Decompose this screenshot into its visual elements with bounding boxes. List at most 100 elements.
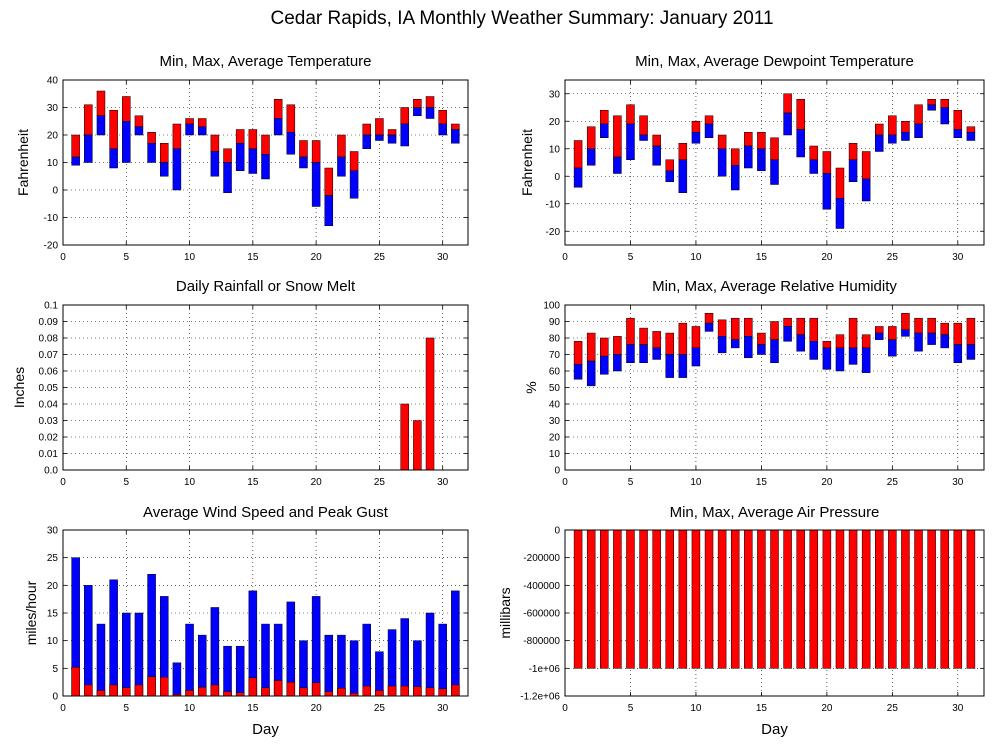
bar-max-segment: [875, 326, 884, 334]
bar-min-segment: [286, 132, 296, 155]
bar-max-segment: [796, 99, 805, 130]
y-tick-label: 0: [554, 526, 560, 537]
bar-avg-speed: [375, 690, 384, 697]
y-tick-label: 0.07: [39, 350, 59, 361]
bar-min-segment: [248, 148, 258, 174]
bar-max-segment: [809, 317, 819, 342]
y-tick-label: 30: [549, 416, 561, 427]
bar-min-segment: [235, 143, 245, 171]
bar-avg-speed: [438, 688, 447, 697]
bar-avg-speed: [71, 666, 80, 697]
rainfall-chart: Daily Rainfall or Snow Melt 0.0 0.01 0.02 0.…: [11, 278, 469, 488]
bar-max-segment: [888, 326, 897, 340]
bar-min-segment: [835, 347, 845, 372]
bar-max-segment: [783, 93, 792, 114]
x-tick-label: 15: [756, 703, 768, 714]
bar-min-segment: [901, 132, 910, 141]
y-tick-label: 0.06: [39, 367, 59, 378]
x-tick-label: 15: [756, 477, 768, 488]
bar-min-segment: [639, 134, 648, 141]
bar-min-segment: [600, 123, 609, 138]
bar-avg-speed: [286, 681, 296, 697]
x-tick-label: 30: [952, 477, 964, 488]
x-tick-label: 5: [628, 252, 634, 263]
bar-min-segment: [375, 134, 384, 141]
bar-min-segment: [573, 167, 583, 188]
chart-title: Min, Max, Average Dewpoint Temperature: [635, 53, 914, 70]
bar-pressure: [613, 529, 622, 669]
bar-max-segment: [901, 121, 910, 133]
bar-min-segment: [96, 115, 106, 136]
y-tick-label: 0.1: [44, 301, 58, 312]
x-axis-label: Day: [252, 721, 279, 738]
bar-avg-speed: [223, 691, 232, 697]
bar-max-segment: [400, 107, 409, 125]
bar-max-segment: [185, 118, 194, 125]
x-tick-label: 15: [247, 477, 259, 488]
bar-max-segment: [425, 96, 435, 108]
bar-min-segment: [172, 148, 182, 191]
chart-title: Daily Rainfall or Snow Melt: [176, 278, 356, 295]
bar-min-segment: [626, 344, 635, 364]
bar-min-segment: [717, 148, 727, 177]
bar-peak-gust: [425, 612, 435, 697]
x-tick-label: 25: [887, 477, 899, 488]
bar-max-segment: [639, 327, 648, 345]
bar-min-segment: [835, 198, 845, 229]
bar-min-segment: [122, 121, 131, 163]
y-tick-label: -10: [44, 213, 59, 224]
bar-min-segment: [691, 347, 701, 367]
bar-precip: [425, 337, 435, 471]
plot-frame: [564, 304, 985, 471]
bar-max-segment: [927, 317, 936, 334]
bar-avg-speed: [185, 690, 194, 697]
bar-pressure: [744, 529, 753, 669]
bar-max-segment: [71, 134, 80, 158]
bar-peak-gust: [375, 651, 384, 697]
bar-min-segment: [757, 148, 766, 171]
y-tick-label: -10: [546, 199, 561, 210]
bar-min-segment: [438, 123, 447, 136]
bar-min-segment: [848, 159, 858, 182]
x-tick-label: 25: [887, 252, 899, 263]
bar-min-segment: [783, 326, 792, 342]
bar-pressure: [678, 529, 688, 669]
bar-precip: [413, 420, 422, 471]
y-tick-label: 60: [549, 367, 561, 378]
bar-pressure: [809, 529, 819, 669]
x-axis-label: Day: [761, 721, 788, 738]
bar-min-segment: [770, 159, 779, 185]
x-tick-label: 10: [690, 477, 702, 488]
bar-min-segment: [953, 129, 963, 138]
bar-max-segment: [757, 132, 766, 149]
x-tick-label: 15: [247, 703, 259, 714]
y-axis-label: %: [523, 381, 539, 393]
bar-avg-speed: [299, 687, 308, 697]
bar-min-segment: [413, 107, 422, 116]
bar-max-segment: [704, 313, 714, 324]
bar-max-segment: [235, 129, 245, 144]
bar-max-segment: [770, 321, 779, 340]
bar-min-segment: [600, 355, 609, 375]
bar-min-segment: [400, 123, 409, 147]
y-tick-label: 0.04: [39, 400, 59, 411]
bar-min-segment: [770, 339, 779, 363]
bar-max-segment: [286, 104, 296, 133]
bar-max-segment: [626, 317, 635, 345]
bar-avg-speed: [273, 680, 283, 697]
bar-avg-speed: [96, 690, 106, 697]
bar-max-segment: [160, 143, 169, 163]
bar-max-segment: [109, 110, 118, 149]
bar-avg-speed: [387, 685, 397, 697]
bar-max-segment: [626, 104, 635, 125]
x-tick-label: 25: [374, 477, 386, 488]
bar-max-segment: [717, 319, 727, 337]
bar-pressure: [586, 529, 596, 669]
bar-pressure: [626, 529, 635, 669]
x-tick-label: 0: [562, 252, 568, 263]
bar-max-segment: [273, 99, 283, 119]
y-tick-label: 0.09: [39, 317, 59, 328]
x-tick-label: 30: [952, 252, 964, 263]
bar-pressure: [573, 529, 583, 669]
bar-min-segment: [744, 145, 753, 169]
